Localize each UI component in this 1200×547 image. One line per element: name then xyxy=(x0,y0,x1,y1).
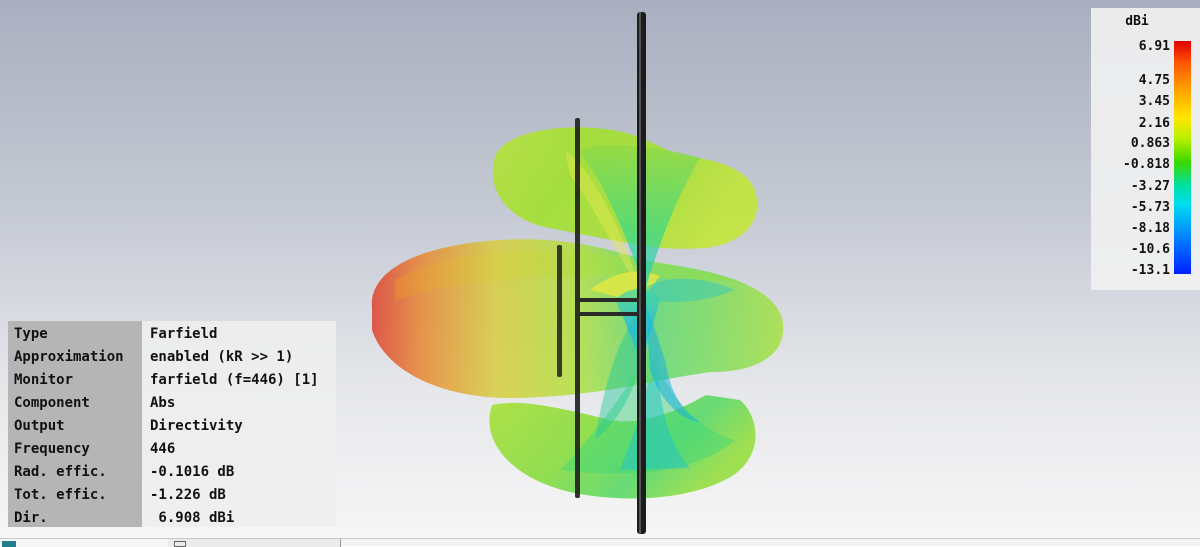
info-row: Dir. 6.908 dBi xyxy=(8,507,336,529)
legend-tick-label: -8.18 xyxy=(1130,221,1170,236)
info-row: Tot. effic. -1.226 dB xyxy=(8,484,336,506)
info-value: Directivity xyxy=(150,418,243,434)
legend-colorbar xyxy=(1174,41,1191,274)
legend-unit: dBi xyxy=(1125,14,1149,29)
info-value: Abs xyxy=(150,395,176,411)
antenna-model xyxy=(557,12,646,534)
view-tab-2-icon xyxy=(174,541,186,547)
legend-tick-label: -5.73 xyxy=(1130,200,1170,215)
info-value: -0.1016 dB xyxy=(150,464,235,480)
info-label: Dir. xyxy=(14,510,48,526)
info-label: Component xyxy=(14,395,90,411)
antenna-mast xyxy=(637,12,646,534)
antenna-element-upper xyxy=(575,118,580,498)
info-row: Component Abs xyxy=(8,392,336,414)
legend-tick-label: -3.27 xyxy=(1130,179,1170,194)
legend-tick-label: 2.16 xyxy=(1138,116,1170,131)
antenna-feed-arm xyxy=(579,298,639,302)
info-value: farfield (f=446) [1] xyxy=(150,372,319,388)
bottom-tab-bar xyxy=(0,538,1200,547)
legend-tick-label: 0.863 xyxy=(1130,136,1170,151)
info-label: Output xyxy=(14,418,65,434)
info-label: Rad. effic. xyxy=(14,464,107,480)
info-row: Output Directivity xyxy=(8,415,336,437)
info-label: Frequency xyxy=(14,441,90,457)
view-tab-1-icon xyxy=(2,541,16,547)
info-value: 446 xyxy=(150,441,176,457)
info-value: Farfield xyxy=(150,326,218,342)
info-value: 6.908 dBi xyxy=(150,510,235,526)
info-value: -1.226 dB xyxy=(150,487,226,503)
info-row: Type Farfield xyxy=(8,323,336,345)
info-label: Tot. effic. xyxy=(14,487,107,503)
legend-tick-label: 3.45 xyxy=(1138,94,1170,109)
info-row: Approximation enabled (kR >> 1) xyxy=(8,346,336,368)
legend-tick-label: -10.6 xyxy=(1130,242,1170,257)
antenna-element-lower xyxy=(557,245,562,377)
info-row: Monitor farfield (f=446) [1] xyxy=(8,369,336,391)
info-label-column xyxy=(8,321,142,527)
legend-tick-label: -0.818 xyxy=(1123,157,1170,172)
info-row: Rad. effic. -0.1016 dB xyxy=(8,461,336,483)
info-label: Approximation xyxy=(14,349,124,365)
color-legend: dBi 6.91 4.75 3.45 2.16 0.863 -0.818 -3.27 -5.7… xyxy=(1091,8,1200,290)
legend-tick-label: 4.75 xyxy=(1138,73,1170,88)
legend-tick-label: 6.91 xyxy=(1138,39,1170,54)
info-label: Type xyxy=(14,326,48,342)
info-label: Monitor xyxy=(14,372,74,388)
legend-tick-label: -13.1 xyxy=(1130,263,1170,278)
info-value: enabled (kR >> 1) xyxy=(150,349,294,365)
info-row: Frequency 446 xyxy=(8,438,336,460)
farfield-info-panel: Type Farfield Approximation enabled (kR >> … xyxy=(8,321,336,527)
